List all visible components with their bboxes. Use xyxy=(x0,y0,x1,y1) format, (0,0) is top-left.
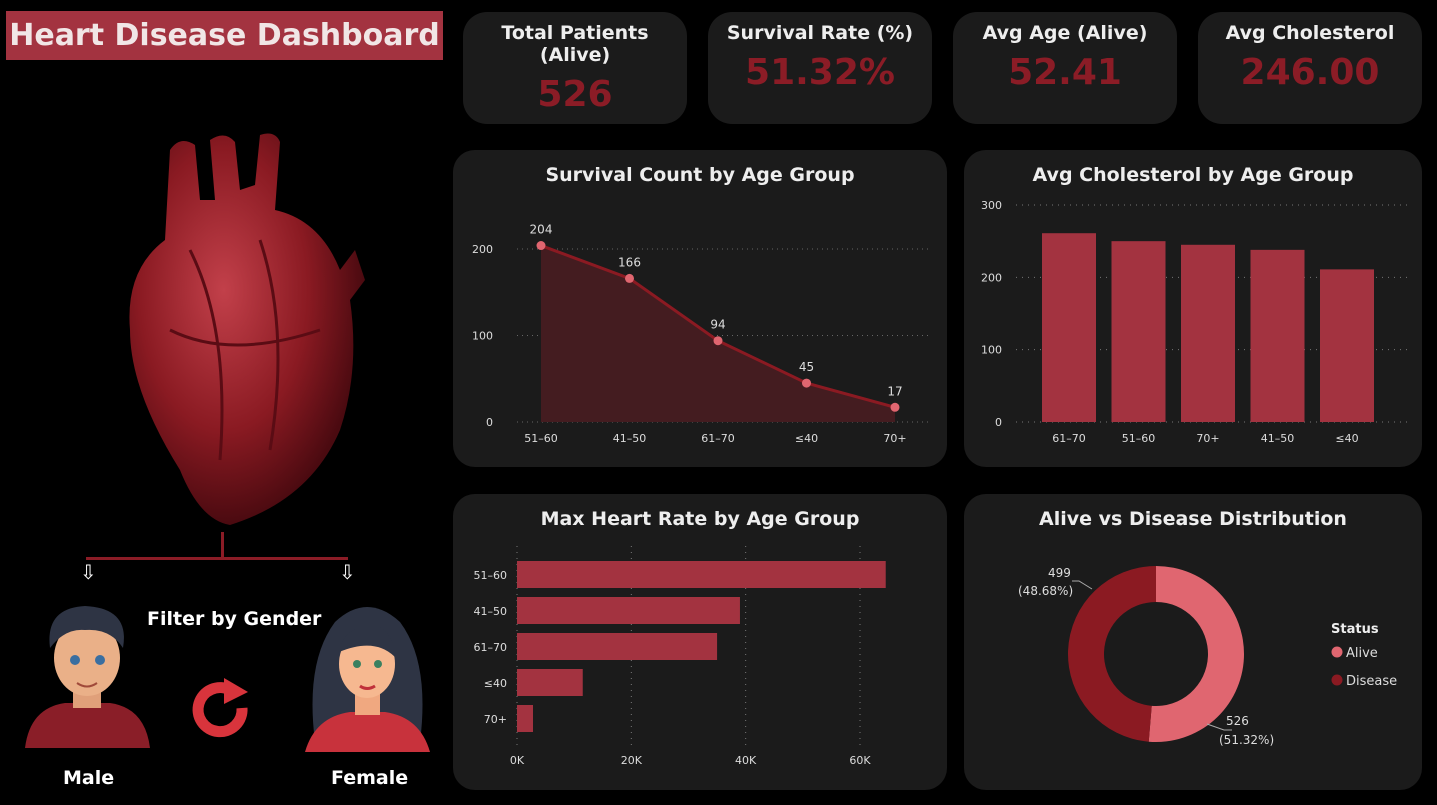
y-tick-label: 41–50 xyxy=(474,605,508,618)
kpi-total-patients: Total Patients (Alive) 526 xyxy=(463,12,687,124)
bar xyxy=(1250,249,1305,422)
arrow-down-icon: ⇩ xyxy=(339,560,356,584)
data-label: 499 xyxy=(1048,566,1071,580)
kpi-value: 52.41 xyxy=(1008,52,1122,93)
avg-cholesterol-chart: Avg Cholesterol by Age Group 0 100 200 300 6… xyxy=(964,150,1422,467)
kpi-avg-cholesterol: Avg Cholesterol 246.00 xyxy=(1198,12,1422,124)
kpi-value: 526 xyxy=(537,74,613,115)
kpi-label: Avg Age (Alive) xyxy=(982,22,1148,44)
kpi-label: Total Patients (Alive) xyxy=(501,22,649,66)
bar xyxy=(1111,241,1166,422)
heart-image xyxy=(129,133,365,525)
data-label: 166 xyxy=(618,255,641,269)
x-tick-label: 51–60 xyxy=(524,432,558,445)
alive-vs-disease-chart: Alive vs Disease Distribution 526 (51.32%… xyxy=(964,494,1422,790)
y-tick-label: 0 xyxy=(486,416,493,429)
survival-count-chart: Survival Count by Age Group 0 100 200 204 51… xyxy=(453,150,947,467)
chart-title: Survival Count by Age Group xyxy=(545,164,855,186)
data-point xyxy=(536,241,546,251)
bar xyxy=(517,669,583,696)
kpi-survival-rate: Survival Rate (%) 51.32% xyxy=(708,12,932,124)
y-tick-label: 300 xyxy=(981,199,1002,212)
male-label[interactable]: Male xyxy=(63,767,115,789)
female-avatar-button[interactable] xyxy=(305,602,430,752)
leader-line xyxy=(1206,723,1232,731)
legend-marker xyxy=(1331,674,1343,686)
x-tick-label: 41–50 xyxy=(1261,432,1295,445)
data-label: 526 xyxy=(1226,714,1249,728)
x-tick-label: 20K xyxy=(621,754,643,767)
y-tick-label: 70+ xyxy=(484,713,507,726)
bar xyxy=(1181,244,1235,422)
y-tick-label: 0 xyxy=(995,416,1002,429)
y-tick-label: 100 xyxy=(981,344,1002,357)
x-tick-label: 70+ xyxy=(883,432,906,445)
y-tick-label: ≤40 xyxy=(484,677,507,690)
bar xyxy=(517,633,718,660)
kpi-avg-age: Avg Age (Alive) 52.41 xyxy=(953,12,1177,124)
x-tick-label: 70+ xyxy=(1196,432,1219,445)
data-point xyxy=(713,336,723,346)
page-title: Heart Disease Dashboard xyxy=(6,11,443,60)
data-point xyxy=(802,378,811,388)
x-tick-label: 60K xyxy=(849,754,871,767)
kpi-value: 51.32% xyxy=(745,52,895,93)
y-tick-label: 61–70 xyxy=(474,641,508,654)
filter-label: Filter by Gender xyxy=(147,608,322,630)
donut-slice xyxy=(1068,566,1156,742)
legend-item: Disease xyxy=(1346,674,1397,689)
x-tick-label: 40K xyxy=(735,754,757,767)
y-tick-label: 200 xyxy=(981,271,1002,284)
arrow-down-icon: ⇩ xyxy=(80,560,97,584)
data-point xyxy=(625,273,634,283)
bar xyxy=(517,705,534,732)
y-tick-label: 200 xyxy=(472,243,493,256)
data-label: 17 xyxy=(887,384,902,398)
bar xyxy=(1320,269,1374,422)
data-label: 45 xyxy=(799,360,814,374)
chart-title: Avg Cholesterol by Age Group xyxy=(1032,164,1354,186)
area-fill xyxy=(541,245,895,422)
max-heart-rate-chart: Max Heart Rate by Age Group 0K 20K 40K 60K 5… xyxy=(453,494,947,790)
data-label: 94 xyxy=(710,318,725,332)
data-label: 204 xyxy=(530,223,553,237)
x-tick-label: ≤40 xyxy=(795,432,818,445)
legend-title: Status xyxy=(1331,622,1379,637)
x-tick-label: 61–70 xyxy=(1052,432,1086,445)
reset-filter-button[interactable] xyxy=(190,678,256,748)
x-tick-label: 61–70 xyxy=(701,432,735,445)
leader-line xyxy=(1072,580,1093,590)
x-tick-label: 0K xyxy=(510,754,525,767)
bar xyxy=(517,561,886,588)
legend-item: Alive xyxy=(1346,646,1378,661)
x-tick-label: 41–50 xyxy=(613,432,647,445)
bar xyxy=(1042,233,1096,422)
x-tick-label: 51–60 xyxy=(1122,432,1156,445)
y-tick-label: 51–60 xyxy=(474,569,508,582)
legend-marker xyxy=(1331,646,1343,658)
data-point xyxy=(890,402,900,412)
kpi-value: 246.00 xyxy=(1240,52,1380,93)
chart-title: Max Heart Rate by Age Group xyxy=(540,508,860,530)
male-avatar-button[interactable] xyxy=(25,598,150,748)
kpi-label: Avg Cholesterol xyxy=(1225,22,1395,44)
kpi-label: Survival Rate (%) xyxy=(726,22,914,44)
bar xyxy=(517,597,740,624)
x-tick-label: ≤40 xyxy=(1335,432,1358,445)
data-label: (48.68%) xyxy=(1018,584,1073,598)
donut-slice xyxy=(1148,566,1244,742)
y-tick-label: 100 xyxy=(472,330,493,343)
chart-title: Alive vs Disease Distribution xyxy=(1039,508,1347,530)
data-label: (51.32%) xyxy=(1219,733,1274,747)
female-label[interactable]: Female xyxy=(331,767,409,789)
